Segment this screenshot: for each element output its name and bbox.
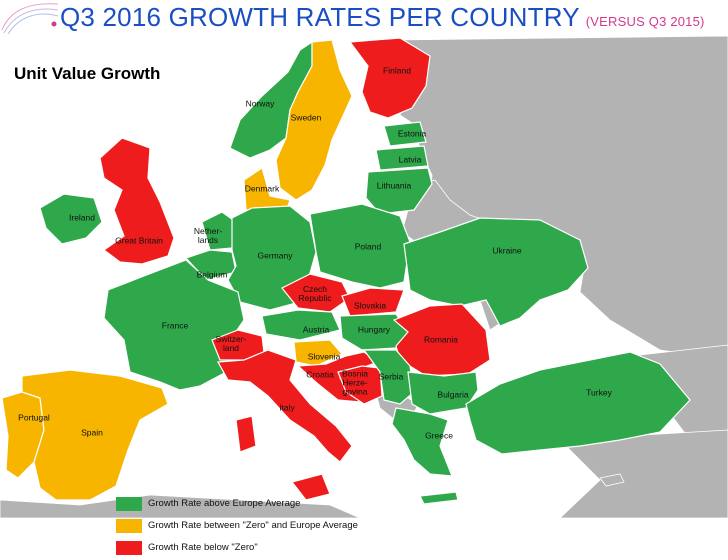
- netherlands-shape[interactable]: [201, 211, 237, 251]
- greece-shape[interactable]: [391, 407, 453, 477]
- sweden-shape[interactable]: [275, 39, 353, 201]
- map-area: Unit Value Growth: [0, 36, 728, 554]
- estonia-shape[interactable]: [383, 121, 427, 147]
- section-title: Unit Value Growth: [14, 64, 161, 83]
- europe-map: [0, 36, 728, 519]
- sardinia-shape[interactable]: [235, 415, 257, 453]
- title-subtitle: (VERSUS Q3 2015): [585, 14, 705, 29]
- austria-shape[interactable]: [261, 309, 341, 341]
- lithuania-shape[interactable]: [365, 167, 433, 215]
- cyprus: [599, 473, 625, 487]
- country-shapes: [1, 37, 691, 505]
- slovenia-shape[interactable]: [293, 339, 343, 367]
- great-britain-shape[interactable]: [99, 137, 175, 265]
- legend-label-below: Growth Rate below "Zero": [148, 542, 258, 553]
- ukraine-shape[interactable]: [403, 217, 589, 327]
- latvia-shape[interactable]: [375, 145, 429, 171]
- sicily-shape[interactable]: [290, 473, 331, 501]
- spain-shape[interactable]: [21, 369, 169, 501]
- page-title: Q3 2016 GROWTH RATES PER COUNTRY (VERSUS …: [60, 2, 705, 33]
- header: Q3 2016 GROWTH RATES PER COUNTRY (VERSUS …: [0, 0, 728, 36]
- ireland-shape[interactable]: [39, 193, 103, 245]
- north-africa: [0, 494, 361, 519]
- legend-swatch-between: [116, 519, 142, 533]
- legend-label-between: Growth Rate between "Zero" and Europe Av…: [148, 520, 358, 531]
- title-main: Q3 2016 GROWTH RATES PER COUNTRY: [60, 2, 580, 32]
- crete-shape[interactable]: [419, 491, 459, 505]
- italy-shape[interactable]: [217, 349, 353, 463]
- finland-shape[interactable]: [348, 37, 431, 119]
- serbia-shape[interactable]: [362, 349, 415, 405]
- legend-swatch-below: [116, 541, 142, 555]
- middle-east: [558, 429, 728, 519]
- legend-swatch-above: [116, 497, 142, 511]
- other-land: [0, 36, 728, 519]
- poland-shape[interactable]: [309, 203, 411, 289]
- legend-label-above: Growth Rate above Europe Average: [148, 498, 301, 509]
- bosnia-shape[interactable]: [337, 365, 383, 405]
- logo-dots: [1, 3, 59, 34]
- slovakia-shape[interactable]: [341, 287, 405, 317]
- bulgaria-shape[interactable]: [407, 371, 479, 415]
- turkey-shape[interactable]: [465, 351, 691, 455]
